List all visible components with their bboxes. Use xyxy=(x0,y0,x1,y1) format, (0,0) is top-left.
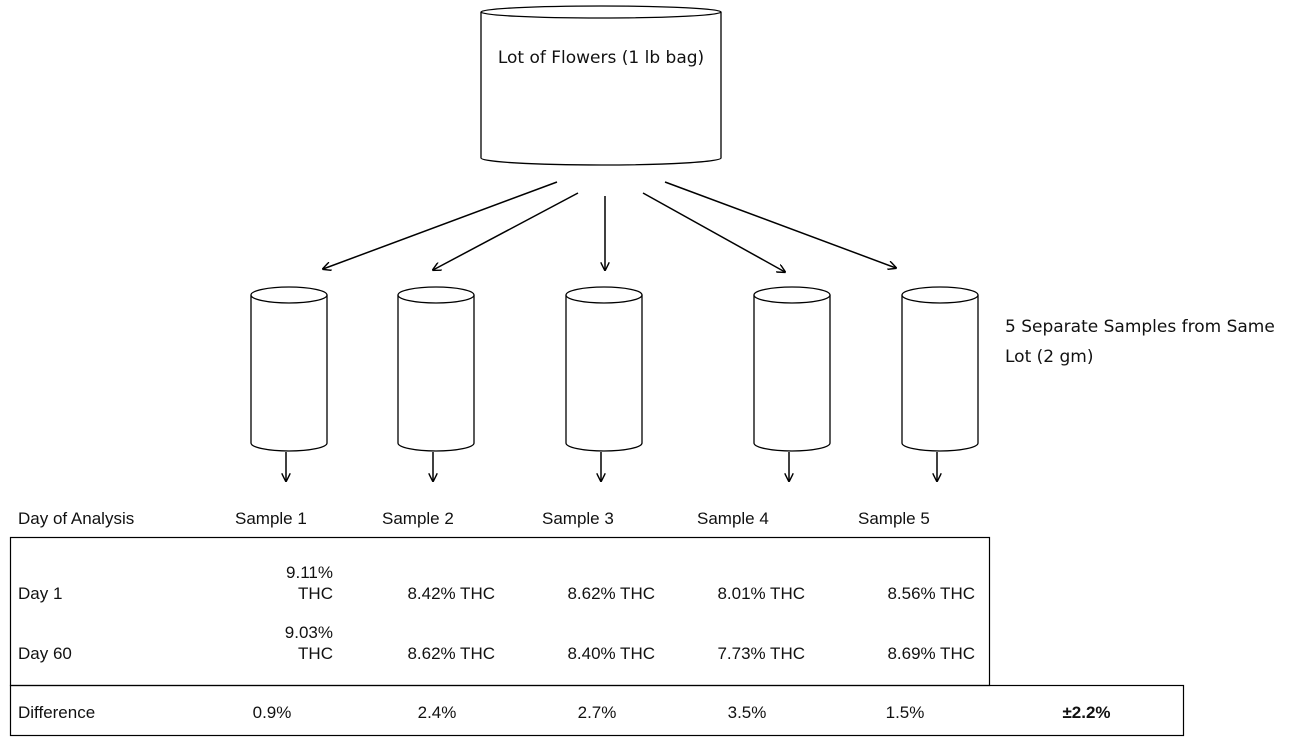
column-header: Sample 4 xyxy=(697,509,769,528)
split-arrows xyxy=(323,181,896,272)
table-cell: 9.11% THC xyxy=(286,563,333,603)
cylinder-body xyxy=(753,295,831,452)
row-label: Difference xyxy=(18,703,96,722)
table-cell: 2.7% xyxy=(577,703,617,722)
table-cell: 2.4% xyxy=(417,703,457,722)
table-cell: 1.5% xyxy=(885,703,925,722)
cylinder-top xyxy=(901,286,979,304)
cylinder-top xyxy=(250,286,328,304)
cylinder-body xyxy=(565,295,643,452)
column-header: Sample 5 xyxy=(858,509,930,528)
cylinder-top xyxy=(565,286,643,304)
table-cell: 0.9% xyxy=(252,703,292,722)
column-header: Day of Analysis xyxy=(18,509,135,528)
table-cell: 8.40% THC xyxy=(567,644,655,663)
column-header: Sample 1 xyxy=(235,509,307,528)
row-label: Day 1 xyxy=(18,584,63,603)
row-label: Day 60 xyxy=(18,644,72,663)
table-cell: 8.62% THC xyxy=(567,584,655,603)
table-cell: 9.03% THC xyxy=(284,623,333,663)
table-cell: 8.01% THC xyxy=(717,584,805,603)
table-cell: 7.73% THC xyxy=(717,644,805,663)
table-cell: 8.62% THC xyxy=(407,644,495,663)
cylinder-top xyxy=(397,286,475,304)
column-header: Sample 2 xyxy=(382,509,454,528)
column-header: Sample 3 xyxy=(542,509,614,528)
cylinder-body xyxy=(901,295,979,452)
difference-frame xyxy=(9,684,1185,737)
table-cell: 3.5% xyxy=(727,703,767,722)
table-cell: 8.42% THC xyxy=(407,584,495,603)
average-difference: ±2.2% xyxy=(1062,703,1111,722)
cylinder-body xyxy=(397,295,475,452)
cylinder-top xyxy=(753,286,831,304)
samples-label: 5 Separate Samples from Same Lot (2 gm) xyxy=(1005,317,1275,367)
table-cell: 8.56% THC xyxy=(887,584,975,603)
cylinder-body xyxy=(250,295,328,452)
sample-containers xyxy=(250,286,979,452)
lot-label: Lot of Flowers (1 lb bag) xyxy=(497,48,705,68)
table-cell: 8.69% THC xyxy=(887,644,975,663)
lot-container xyxy=(480,5,722,166)
